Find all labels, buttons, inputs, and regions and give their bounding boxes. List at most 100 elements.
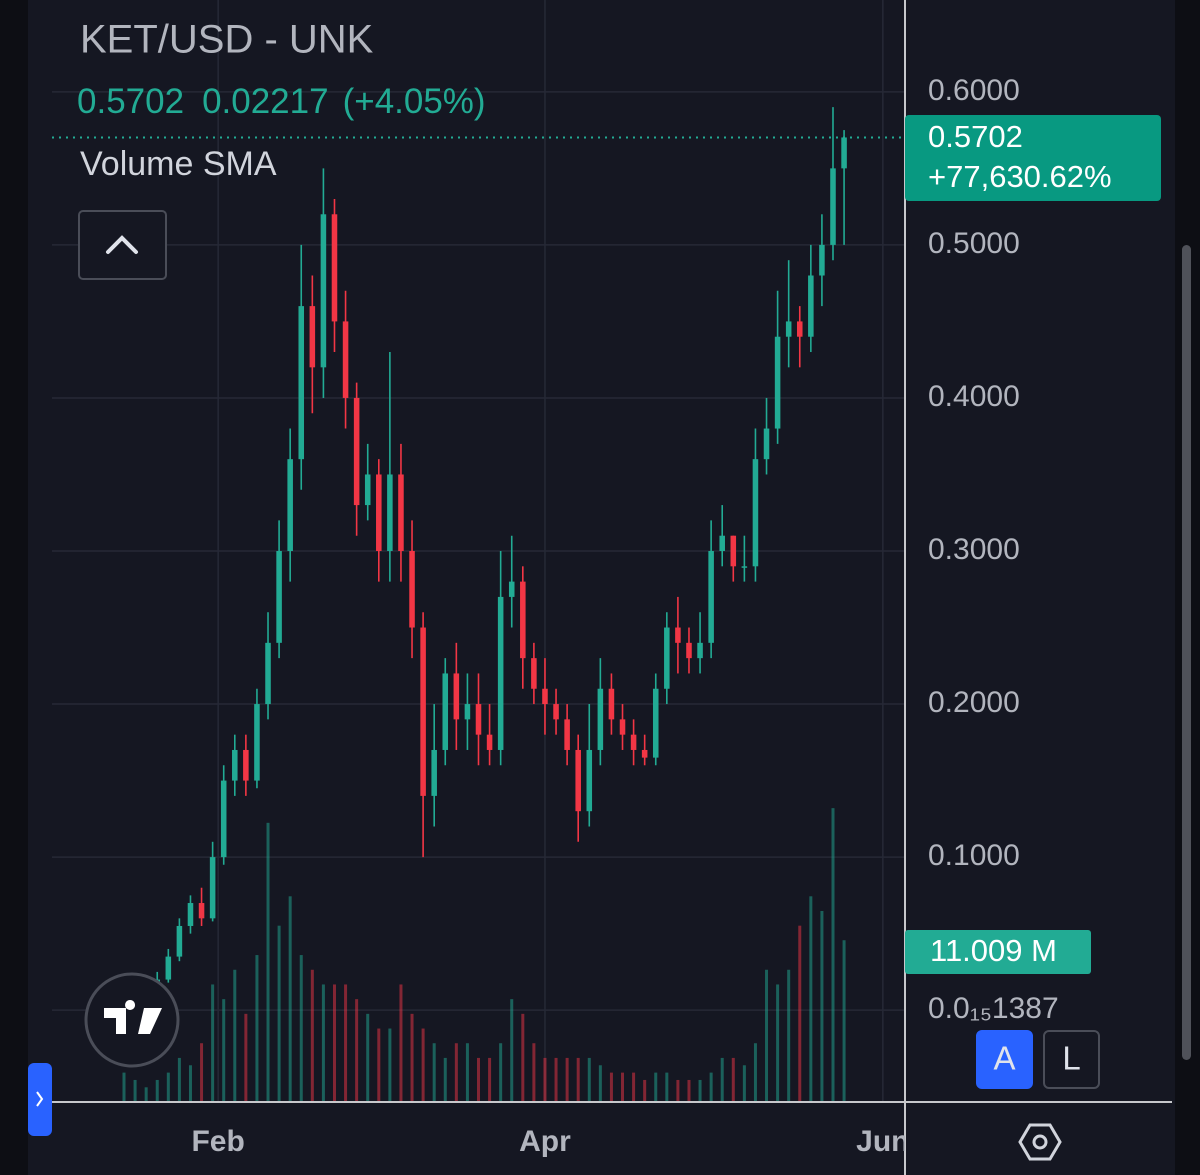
volume-bar	[266, 822, 270, 1102]
volume-bar	[676, 1079, 680, 1102]
volume-bar	[122, 1072, 126, 1102]
overlay: 0.5702 +77,630.62% 11.009 M KET/USD - UNK 0.…	[28, 18, 1191, 1161]
candle-body	[619, 719, 626, 735]
candle-body	[664, 627, 670, 689]
volume-bar	[321, 984, 325, 1102]
scale-button[interactable]	[976, 1030, 1033, 1089]
volume-bar	[765, 969, 769, 1102]
volume-bar	[598, 1065, 602, 1102]
volume-bar	[188, 1065, 192, 1102]
candle-body	[763, 428, 770, 460]
candle-body	[376, 474, 382, 551]
y-tick-label: 0.1000	[928, 839, 1020, 872]
candle-body	[652, 688, 659, 758]
price-badge-change: +77,630.62%	[928, 159, 1112, 194]
scrollbar	[1182, 245, 1191, 1060]
volume-bar	[654, 1072, 658, 1102]
candle-body	[165, 956, 172, 980]
candle-body	[342, 321, 349, 398]
side-tab-arrow	[36, 1091, 44, 1107]
candle-body	[475, 704, 482, 735]
volume-bar	[344, 984, 348, 1102]
candle-body	[453, 673, 460, 720]
side-tab[interactable]	[28, 1063, 52, 1136]
header-last: 0.5702	[77, 82, 184, 121]
volume-bar	[632, 1072, 636, 1102]
candle-body	[220, 780, 227, 858]
volume-bar	[842, 940, 846, 1102]
volume-bar	[144, 1087, 148, 1102]
volume-bar	[432, 1043, 436, 1102]
volume-bar	[488, 1057, 492, 1102]
candle-body	[796, 321, 803, 337]
volume-bar	[454, 1043, 458, 1102]
candle-body	[586, 749, 593, 812]
candle-body	[276, 551, 282, 643]
volume-bar	[521, 1013, 525, 1102]
y-tick-label: 0.0₁₅1387	[928, 992, 1059, 1025]
candle-body	[819, 244, 825, 276]
y-tick-label: 0.4000	[928, 380, 1020, 413]
volume-bar	[477, 1057, 480, 1102]
candle-body	[575, 749, 581, 812]
volume-bar	[787, 969, 791, 1102]
y-tick-label: 0.5000	[928, 227, 1020, 260]
candle-body	[597, 688, 604, 750]
volume-bar	[233, 969, 237, 1102]
candle-layer	[121, 107, 847, 1011]
candle-body	[531, 658, 537, 689]
volume-bar	[133, 1079, 137, 1102]
volume-bar	[244, 1013, 248, 1102]
volume-bar	[399, 984, 403, 1102]
volume-bar	[299, 955, 303, 1102]
x-axis: Feb Apr Jun	[191, 1125, 909, 1158]
candle-body	[719, 535, 725, 551]
candle-body	[232, 749, 238, 781]
price-badge	[905, 115, 1161, 201]
candle-body	[420, 627, 426, 796]
volume-bar	[720, 1057, 724, 1102]
candle-body	[508, 581, 515, 597]
settings-icon[interactable]	[1018, 1123, 1062, 1161]
volume-bar	[366, 1013, 370, 1102]
volume-bar	[222, 999, 226, 1102]
y-tick-label: 0.2000	[928, 686, 1020, 719]
candle-body	[830, 168, 836, 245]
volume-bar	[709, 1072, 713, 1102]
volume-bar	[155, 1079, 159, 1102]
candle-body	[564, 719, 570, 750]
volume-bar	[211, 984, 215, 1102]
volume-bar	[377, 1028, 381, 1102]
candle-body	[785, 321, 792, 337]
candle-body	[398, 474, 404, 551]
candle-body	[431, 749, 437, 796]
scale-button-label: L	[1062, 1040, 1080, 1077]
scale-button[interactable]	[1043, 1030, 1100, 1089]
volume-bar	[809, 896, 813, 1102]
candle-body	[553, 704, 559, 720]
candle-body	[265, 642, 271, 705]
collapse-button[interactable]	[78, 210, 167, 280]
candle-body	[198, 903, 205, 919]
header-change: 0.02217	[202, 82, 329, 121]
candle-body	[641, 749, 648, 758]
candle-body	[841, 137, 847, 169]
price-badge-value: 0.5702	[928, 119, 1023, 154]
candle-body	[774, 336, 781, 429]
volume-badge-label: 11.009 M	[930, 933, 1057, 968]
logo	[84, 972, 180, 1068]
volume-bar	[776, 984, 780, 1102]
candle-body	[675, 627, 681, 643]
volume-bar	[798, 925, 802, 1102]
volume-layer	[122, 808, 846, 1102]
x-tick-label: Jun	[856, 1125, 909, 1158]
candle-body	[608, 688, 615, 720]
volume-bar	[510, 999, 514, 1102]
candle-body	[298, 306, 305, 460]
candle-body	[697, 642, 703, 659]
x-tick-label: Apr	[519, 1125, 571, 1158]
volume-bar	[288, 896, 292, 1102]
left-edge	[0, 0, 28, 1175]
candle-body	[187, 903, 194, 926]
